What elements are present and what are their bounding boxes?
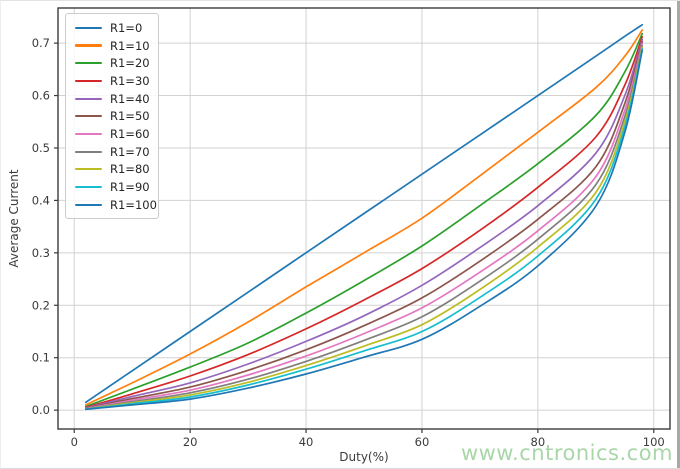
- y-tick-label: 0.6: [32, 89, 50, 103]
- legend-item: R1=0: [75, 19, 152, 37]
- legend-label: R1=0: [110, 20, 143, 35]
- legend-label: R1=100: [110, 197, 157, 212]
- y-tick-label: 0.5: [32, 141, 50, 155]
- legend-line-swatch: [75, 44, 102, 47]
- legend-line-swatch: [75, 62, 102, 65]
- legend-item: R1=10: [75, 37, 152, 55]
- x-tick-label: 100: [643, 435, 665, 449]
- legend-label: R1=30: [110, 73, 150, 88]
- legend-line-swatch: [75, 132, 102, 136]
- series-line-R1=90: [84, 48, 644, 411]
- series-line-R1=30: [84, 35, 644, 409]
- watermark-text: www.cntronics.com: [460, 441, 673, 465]
- legend-label: R1=10: [110, 38, 150, 53]
- y-tick-label: 0.0: [32, 403, 50, 417]
- y-tick-label: 0.7: [32, 36, 50, 50]
- legend-item: R1=100: [75, 196, 157, 214]
- x-axis-label: Duty(%): [339, 450, 388, 464]
- series-line-R1=20: [84, 32, 644, 408]
- legend-line-swatch: [75, 97, 102, 100]
- y-axis-label: Average Current: [7, 169, 21, 267]
- plot-border: [57, 7, 671, 430]
- series-line-R1=40: [84, 38, 644, 409]
- y-tick-label: 0.3: [32, 246, 50, 260]
- chart-legend: R1=0 R1=10 R1=20 R1=30 R1=40 R1=50 R1=60 R1=70 R…: [65, 13, 159, 219]
- legend-line-swatch: [75, 168, 102, 171]
- legend-item: R1=30: [75, 72, 152, 90]
- legend-item: R1=90: [75, 178, 152, 196]
- series-line-R1=100: [84, 49, 644, 411]
- legend-label: R1=90: [110, 180, 150, 195]
- series-line-R1=70: [84, 44, 644, 410]
- y-tick-label: 0.1: [32, 351, 50, 365]
- legend-label: R1=70: [110, 144, 150, 159]
- x-tick-label: 60: [415, 435, 430, 449]
- series-line-R1=10: [84, 29, 644, 406]
- series-lines: [84, 23, 644, 411]
- legend-label: R1=20: [110, 56, 150, 71]
- legend-item: R1=60: [75, 125, 152, 143]
- legend-line-swatch: [75, 115, 102, 118]
- legend-item: R1=80: [75, 161, 152, 179]
- x-tick-label: 80: [531, 435, 546, 449]
- legend-label: R1=60: [110, 126, 150, 141]
- legend-label: R1=80: [110, 162, 150, 177]
- legend-line-swatch: [75, 185, 102, 189]
- y-tick-label: 0.4: [32, 193, 50, 207]
- series-line-R1=0: [84, 23, 644, 404]
- legend-item: R1=40: [75, 90, 152, 108]
- legend-line-swatch: [75, 150, 102, 153]
- image-right-border: [677, 1, 680, 468]
- legend-label: R1=50: [110, 109, 150, 124]
- legend-item: R1=70: [75, 143, 152, 161]
- series-line-R1=60: [84, 42, 644, 410]
- legend-item: R1=50: [75, 107, 152, 125]
- legend-line-swatch: [75, 79, 102, 82]
- y-tick-label: 0.2: [32, 298, 50, 312]
- series-line-R1=50: [84, 40, 644, 410]
- legend-item: R1=20: [75, 54, 152, 72]
- series-line-R1=80: [84, 46, 644, 410]
- x-tick-label: 0: [71, 435, 78, 449]
- legend-label: R1=40: [110, 91, 150, 106]
- x-tick-label: 40: [299, 435, 314, 449]
- legend-line-swatch: [75, 203, 102, 206]
- axis-ticks: 0 20 40 60 80 100 0.0 0.1 0.2 0.3 0.4 0.5 0.6 0.7: [32, 36, 665, 449]
- x-tick-label: 20: [183, 435, 198, 449]
- legend-line-swatch: [75, 26, 102, 29]
